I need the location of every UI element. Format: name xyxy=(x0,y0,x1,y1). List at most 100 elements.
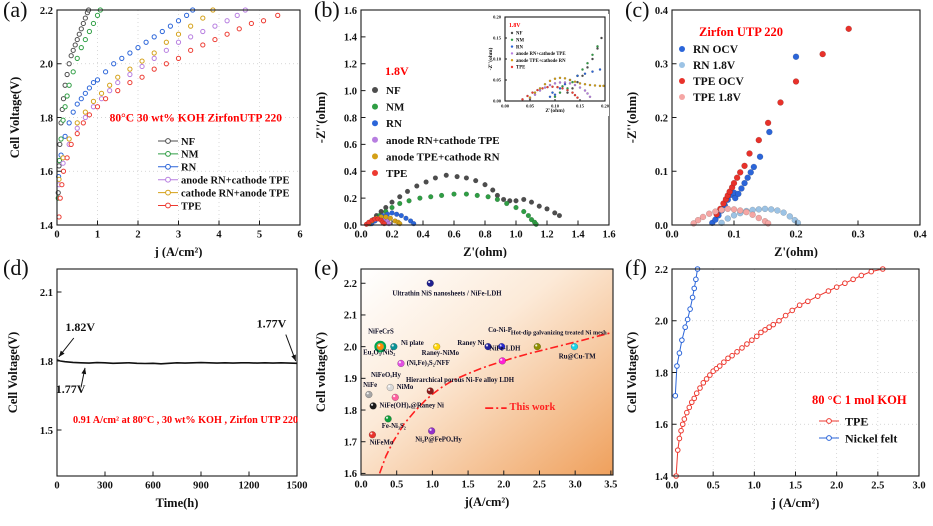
svg-text:1.8: 1.8 xyxy=(655,368,668,379)
svg-text:anode TPE+cathode RN: anode TPE+cathode RN xyxy=(516,59,566,64)
svg-text:Hot-dip galvanizing treated Ni: Hot-dip galvanizing treated Ni mesh xyxy=(511,330,607,337)
svg-text:0.4: 0.4 xyxy=(416,230,430,241)
svg-text:1.8: 1.8 xyxy=(40,113,53,124)
svg-text:0.0: 0.0 xyxy=(344,221,357,232)
svg-text:1.4: 1.4 xyxy=(344,33,358,44)
svg-text:2.0: 2.0 xyxy=(497,480,510,491)
svg-text:Eu₂O₃/NiS₂: Eu₂O₃/NiS₂ xyxy=(363,349,395,356)
svg-text:2.5: 2.5 xyxy=(533,480,546,491)
svg-text:2.1: 2.1 xyxy=(40,288,53,299)
svg-text:Cell Voltage(V): Cell Voltage(V) xyxy=(6,332,20,414)
svg-text:1.77V: 1.77V xyxy=(257,317,287,331)
svg-text:2.0: 2.0 xyxy=(344,342,357,353)
svg-text:0.05: 0.05 xyxy=(493,78,502,83)
svg-text:0.6: 0.6 xyxy=(447,230,460,241)
svg-text:Co-Ni-P: Co-Ni-P xyxy=(488,327,512,334)
svg-text:TPE: TPE xyxy=(845,414,868,428)
svg-text:1.6: 1.6 xyxy=(344,6,357,17)
svg-text:0.5: 0.5 xyxy=(707,481,720,492)
svg-text:Ni plate: Ni plate xyxy=(401,340,424,347)
svg-text:1500: 1500 xyxy=(287,481,308,492)
svg-text:0.15: 0.15 xyxy=(576,104,585,109)
svg-text:Hierarchical porous Ni-Fe allo: Hierarchical porous Ni-Fe alloy LDH xyxy=(406,377,515,384)
svg-text:1.6: 1.6 xyxy=(40,167,53,178)
svg-text:0.8: 0.8 xyxy=(478,230,491,241)
svg-text:-Z''(ohm): -Z''(ohm) xyxy=(314,92,328,143)
svg-text:1.4: 1.4 xyxy=(40,221,54,232)
svg-text:NiFeOₓHy: NiFeOₓHy xyxy=(371,372,401,379)
svg-text:0.1: 0.1 xyxy=(655,167,668,178)
svg-text:1.82V: 1.82V xyxy=(65,320,95,334)
svg-text:anode RN+cathode TPE: anode RN+cathode TPE xyxy=(516,52,566,57)
svg-text:Cell voltage(V): Cell voltage(V) xyxy=(314,332,328,412)
svg-text:Ru@Cu-TM: Ru@Cu-TM xyxy=(559,353,596,360)
svg-text:TPE: TPE xyxy=(386,168,407,180)
svg-text:TPE OCV: TPE OCV xyxy=(693,76,744,88)
svg-text:1.8: 1.8 xyxy=(40,357,53,368)
svg-text:0.00: 0.00 xyxy=(493,99,502,104)
svg-text:1.9: 1.9 xyxy=(344,374,357,385)
svg-text:-Z''(ohm): -Z''(ohm) xyxy=(487,48,494,71)
svg-text:0.2: 0.2 xyxy=(344,194,357,205)
svg-text:0.6: 0.6 xyxy=(344,140,357,151)
svg-text:Time(h): Time(h) xyxy=(156,496,199,510)
svg-text:0.3: 0.3 xyxy=(851,230,864,241)
svg-text:NM: NM xyxy=(516,39,524,44)
panel-c: 0.0 0.1 0.2 0.3 0.4 0.0 0.1 0.2 0.3 0.4 Z'(ohm) -Z'… xyxy=(622,0,933,258)
panel-f-label: (f) xyxy=(625,255,647,280)
svg-text:1.8: 1.8 xyxy=(344,406,357,417)
panel-b-chart: 0.0 0.2 0.4 0.6 0.8 1.0 1.2 1.4 1.6 0.0 0.2 0.4 0.6 0… xyxy=(314,6,616,258)
svg-text:TPE: TPE xyxy=(181,201,201,212)
svg-text:Raney Ni: Raney Ni xyxy=(457,340,484,347)
svg-text:Ni₂P@FePOₓHy: Ni₂P@FePOₓHy xyxy=(415,437,462,444)
svg-text:RN 1.8V: RN 1.8V xyxy=(693,60,736,72)
svg-text:Nickel felt: Nickel felt xyxy=(845,431,897,445)
svg-text:300: 300 xyxy=(97,481,113,492)
svg-text:TPE 1.8V: TPE 1.8V xyxy=(693,92,742,104)
svg-text:0.3: 0.3 xyxy=(655,60,668,71)
svg-text:Raney-NiMo: Raney-NiMo xyxy=(422,350,460,357)
svg-text:600: 600 xyxy=(145,481,161,492)
svg-text:anode TPE+cathode RN: anode TPE+cathode RN xyxy=(386,151,500,163)
panel-c-chart: 0.0 0.1 0.2 0.3 0.4 0.0 0.1 0.2 0.3 0.4 Z'(ohm) -Z'… xyxy=(625,6,927,258)
svg-text:1.8V: 1.8V xyxy=(509,23,521,29)
svg-text:NM: NM xyxy=(181,150,199,161)
svg-text:2.5: 2.5 xyxy=(871,481,884,492)
panel-a-label: (a) xyxy=(3,0,28,22)
svg-text:-Z''(ohm): -Z''(ohm) xyxy=(625,92,639,143)
svg-text:2.0: 2.0 xyxy=(830,481,843,492)
svg-text:0: 0 xyxy=(54,481,59,492)
svg-text:NiFe: NiFe xyxy=(363,382,377,389)
svg-text:NiFe(OH)ₓ@Raney Ni: NiFe(OH)ₓ@Raney Ni xyxy=(380,402,444,409)
panel-f: 0.0 0.5 1.0 1.5 2.0 2.5 3.0 1.4 1.6 1.8 2.0 2.2 j (A… xyxy=(622,255,933,526)
svg-text:anode RN+cathode TPE: anode RN+cathode TPE xyxy=(181,175,289,186)
svg-text:NiFeMo: NiFeMo xyxy=(370,439,394,446)
svg-text:RN OCV: RN OCV xyxy=(693,44,739,56)
svg-text:1.0: 1.0 xyxy=(426,480,439,491)
svg-text:6: 6 xyxy=(297,230,302,241)
svg-text:Z'(ohm): Z'(ohm) xyxy=(774,245,818,258)
svg-text:1.7: 1.7 xyxy=(344,438,357,449)
svg-text:0.4: 0.4 xyxy=(913,230,927,241)
svg-text:80 °C 1 mol KOH: 80 °C 1 mol KOH xyxy=(812,393,907,407)
svg-text:0.8: 0.8 xyxy=(344,113,357,124)
svg-text:NF: NF xyxy=(386,85,401,97)
svg-text:0.0: 0.0 xyxy=(354,230,367,241)
svg-text:3.5: 3.5 xyxy=(604,480,617,491)
svg-text:0.2: 0.2 xyxy=(789,230,802,241)
svg-text:1: 1 xyxy=(95,230,100,241)
svg-text:0.00: 0.00 xyxy=(501,104,510,109)
svg-text:Fe-Ni₃S₂: Fe-Ni₃S₂ xyxy=(382,423,406,430)
panel-b: 0.0 0.2 0.4 0.6 0.8 1.0 1.2 1.4 1.6 0.0 0.2 0.4 0.6 0… xyxy=(311,0,622,258)
svg-text:3: 3 xyxy=(176,230,181,241)
svg-text:5: 5 xyxy=(257,230,262,241)
svg-text:0.2: 0.2 xyxy=(655,113,668,124)
svg-text:2.1: 2.1 xyxy=(344,311,357,322)
svg-text:1.0: 1.0 xyxy=(509,230,522,241)
svg-text:Cell Voltage(V): Cell Voltage(V) xyxy=(8,77,22,159)
svg-text:RN: RN xyxy=(181,163,197,174)
svg-text:This work: This work xyxy=(509,402,555,413)
svg-text:1.4: 1.4 xyxy=(571,230,585,241)
svg-text:cathode RN+anode TPE: cathode RN+anode TPE xyxy=(181,188,289,199)
